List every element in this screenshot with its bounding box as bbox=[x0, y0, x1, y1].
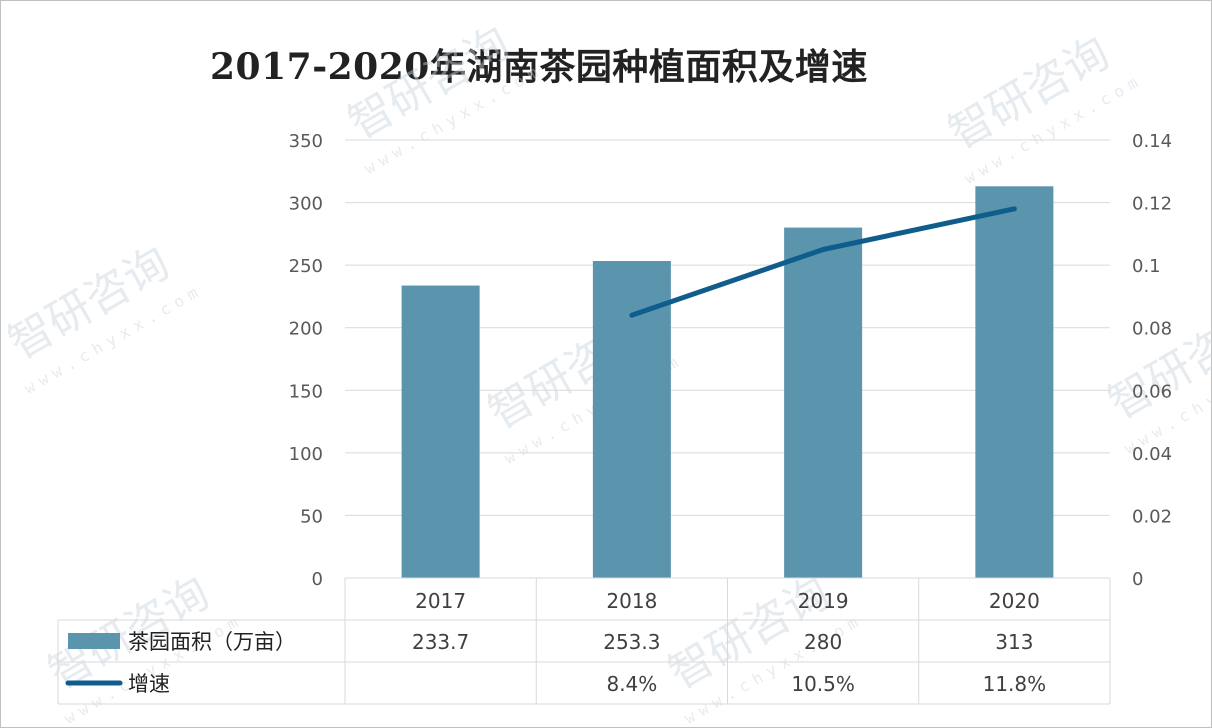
right-tick-label: 0.06 bbox=[1132, 381, 1172, 402]
left-tick-label: 0 bbox=[312, 569, 323, 590]
data-label-area: 253.3 bbox=[603, 630, 660, 654]
data-label-area: 313 bbox=[995, 630, 1033, 654]
legend-label-area: 茶园面积（万亩） bbox=[128, 630, 296, 654]
bar bbox=[592, 261, 671, 578]
line-series bbox=[629, 206, 1017, 318]
left-tick-label: 150 bbox=[289, 381, 323, 402]
data-label-speed: 10.5% bbox=[791, 672, 855, 696]
right-tick-label: 0.1 bbox=[1132, 256, 1161, 277]
left-tick-label: 200 bbox=[289, 319, 323, 340]
bar bbox=[401, 285, 480, 578]
category-label: 2020 bbox=[989, 589, 1040, 613]
data-label-area: 280 bbox=[804, 630, 842, 654]
left-axis: 0 50 100 150 200 250 300 350 bbox=[289, 131, 323, 590]
left-tick-label: 100 bbox=[289, 444, 323, 465]
right-tick-label: 0 bbox=[1132, 569, 1143, 590]
data-label-speed: 8.4% bbox=[606, 672, 657, 696]
right-tick-label: 0.12 bbox=[1132, 194, 1172, 215]
category-label: 2019 bbox=[798, 589, 849, 613]
bar bbox=[784, 227, 863, 578]
category-label: 2018 bbox=[606, 589, 657, 613]
left-tick-label: 350 bbox=[289, 131, 323, 152]
chart-title: 2017-2020年湖南茶园种植面积及增速 bbox=[210, 46, 868, 88]
right-tick-label: 0.08 bbox=[1132, 319, 1172, 340]
right-tick-label: 0.02 bbox=[1132, 506, 1172, 527]
bar-series bbox=[401, 186, 1054, 578]
data-table: 2017 2018 2019 2020 茶园面积（万亩） 增速 233.7 253.3 280 3… bbox=[57, 577, 1111, 705]
data-label-area: 233.7 bbox=[412, 630, 469, 654]
right-axis: 0 0.02 0.04 0.06 0.08 0.1 0.12 0.14 bbox=[1132, 131, 1172, 590]
data-label-speed: 11.8% bbox=[983, 672, 1047, 696]
right-tick-label: 0.04 bbox=[1132, 444, 1172, 465]
legend-label-speed: 增速 bbox=[128, 672, 170, 696]
left-tick-label: 300 bbox=[289, 194, 323, 215]
legend-key-bar bbox=[68, 633, 120, 649]
category-label: 2017 bbox=[415, 589, 466, 613]
left-tick-label: 50 bbox=[300, 506, 323, 527]
left-tick-label: 250 bbox=[289, 256, 323, 277]
bar bbox=[975, 186, 1054, 578]
right-tick-label: 0.14 bbox=[1132, 131, 1172, 152]
